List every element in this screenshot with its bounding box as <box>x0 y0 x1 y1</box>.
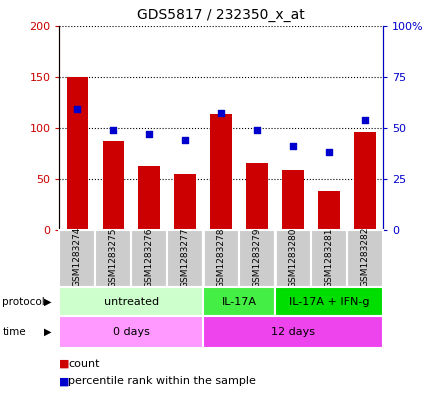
Bar <box>318 191 340 230</box>
Text: ■: ■ <box>59 358 70 369</box>
Bar <box>246 163 268 230</box>
Bar <box>59 287 203 316</box>
Bar <box>239 230 275 287</box>
Text: GSM1283282: GSM1283282 <box>360 227 369 287</box>
Bar <box>103 141 124 230</box>
Bar <box>275 230 311 287</box>
Point <box>182 137 189 143</box>
Point <box>253 127 260 133</box>
Bar <box>167 230 203 287</box>
Text: GSM1283279: GSM1283279 <box>253 227 261 288</box>
Point <box>218 110 225 117</box>
Bar <box>210 114 232 230</box>
Text: GSM1283276: GSM1283276 <box>145 227 154 288</box>
Bar <box>95 230 131 287</box>
Point <box>361 116 368 123</box>
Bar <box>347 230 383 287</box>
Bar <box>139 165 160 230</box>
Bar <box>354 132 376 230</box>
Bar <box>203 287 275 316</box>
Bar <box>311 230 347 287</box>
Text: ■: ■ <box>59 376 70 386</box>
Bar <box>59 230 95 287</box>
Point <box>290 143 297 149</box>
Text: 0 days: 0 days <box>113 327 150 337</box>
Text: ▶: ▶ <box>44 327 51 337</box>
Point <box>146 131 153 137</box>
Bar <box>59 316 203 348</box>
Text: GSM1283281: GSM1283281 <box>324 227 334 288</box>
Title: GDS5817 / 232350_x_at: GDS5817 / 232350_x_at <box>137 8 305 22</box>
Text: untreated: untreated <box>104 297 159 307</box>
Bar <box>275 287 383 316</box>
Text: time: time <box>2 327 26 337</box>
Text: GSM1283280: GSM1283280 <box>289 227 297 288</box>
Text: GSM1283275: GSM1283275 <box>109 227 118 288</box>
Point <box>326 149 333 155</box>
Point <box>110 127 117 133</box>
Bar <box>282 170 304 230</box>
Text: count: count <box>68 358 100 369</box>
Text: protocol: protocol <box>2 297 45 307</box>
Bar <box>174 174 196 230</box>
Bar <box>131 230 167 287</box>
Bar <box>203 230 239 287</box>
Text: ▶: ▶ <box>44 297 51 307</box>
Bar <box>203 316 383 348</box>
Text: GSM1283277: GSM1283277 <box>181 227 190 288</box>
Text: IL-17A: IL-17A <box>222 297 257 307</box>
Text: IL-17A + IFN-g: IL-17A + IFN-g <box>289 297 369 307</box>
Text: 12 days: 12 days <box>271 327 315 337</box>
Point <box>74 106 81 112</box>
Text: percentile rank within the sample: percentile rank within the sample <box>68 376 256 386</box>
Bar <box>66 77 88 230</box>
Text: GSM1283278: GSM1283278 <box>216 227 226 288</box>
Text: GSM1283274: GSM1283274 <box>73 227 82 287</box>
